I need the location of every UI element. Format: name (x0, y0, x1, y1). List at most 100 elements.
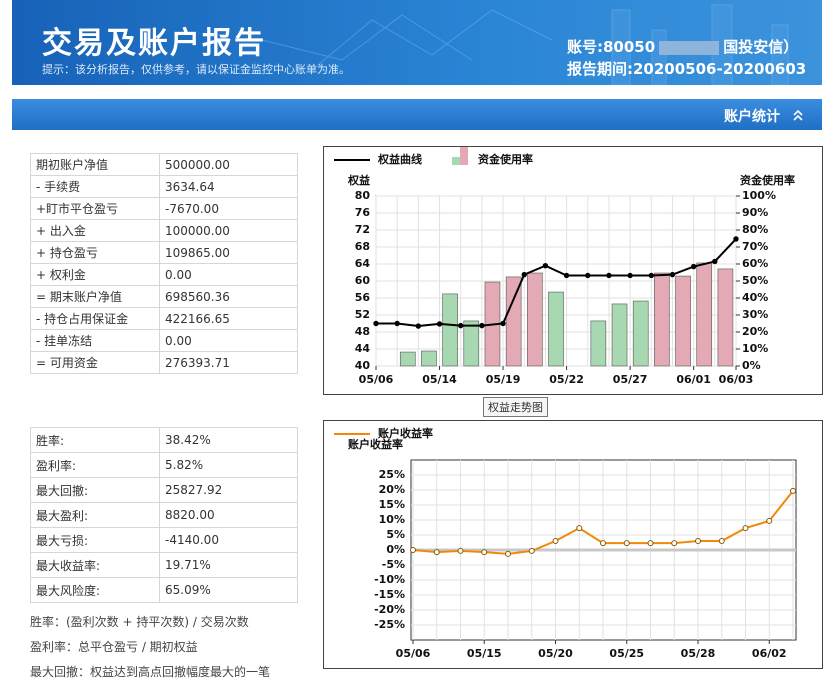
header-banner: 交易及账户报告 提示：该分析报告，仅供参考，请以保证金监控中心账单为准。 账号:… (12, 0, 822, 85)
point (606, 272, 612, 279)
section-title: 账户统计 (724, 109, 780, 125)
label-cell: 最大风险度: (30, 577, 160, 603)
point (542, 263, 549, 269)
value-cell: 276393.71 (159, 351, 298, 374)
report-title: 交易及账户报告 (42, 26, 266, 61)
y-tick-label: 20% (379, 483, 405, 496)
y2-tick-label: 70% (742, 240, 768, 253)
point (671, 540, 678, 547)
bar (632, 300, 649, 367)
point (718, 538, 725, 544)
x-tick-label: 06/03 (719, 373, 754, 386)
section-bar[interactable]: 账户统计 (12, 99, 822, 130)
x-tick-label: 05/22 (549, 373, 584, 386)
note: 最大回撤：权益达到高点回撤幅度最大的一笔 (30, 665, 271, 679)
point (733, 236, 739, 242)
y2-tick-label: 10% (742, 342, 768, 355)
bar (611, 303, 628, 367)
tooltip: 权益走势图 (483, 397, 548, 417)
x-tick-label: 06/02 (752, 647, 787, 660)
value-cell: 500000.00 (159, 153, 298, 176)
bar (399, 351, 416, 367)
bar (590, 320, 607, 367)
collapse-icon[interactable] (792, 108, 804, 122)
y-tick-label: 72 (355, 223, 370, 236)
value-cell: 0.00 (159, 263, 298, 286)
label-cell: 最大回撤: (30, 477, 160, 503)
label-cell: +盯市平仓盈亏 (30, 197, 160, 220)
table-row: +盯市平仓盈亏 -7670.00 (30, 197, 298, 220)
label-cell: 胜率: (30, 427, 160, 453)
chart-box: -25% -20% -15% -10% -5% 0% 5% 10% 15% 20% 25% 账户收益率… (323, 420, 823, 669)
y-tick-label: 5% (386, 528, 405, 541)
x-tick-label: 05/19 (486, 373, 521, 386)
value-cell: 422166.65 (159, 307, 298, 330)
table-row: + 出入金 100000.00 (30, 219, 298, 242)
point (563, 272, 570, 279)
y-tick-label: 76 (355, 206, 371, 219)
point (576, 525, 583, 532)
x-tick-label: 05/14 (422, 373, 457, 386)
table-row: + 权利金 0.00 (30, 263, 298, 286)
y-tick-label: 56 (355, 291, 371, 304)
value-cell: 0.00 (159, 329, 298, 352)
broker: 国投安信） (723, 38, 799, 56)
point (647, 540, 654, 547)
table-row: 盈利率: 5.82% (30, 452, 298, 478)
y-tick-label: -15% (374, 588, 405, 601)
point (669, 271, 676, 278)
table-row: 最大风险度: 65.09% (30, 577, 298, 603)
table-row: + 持仓盈亏 109865.00 (30, 241, 298, 264)
label-cell: = 可用资金 (30, 351, 160, 374)
label-cell: + 出入金 (30, 219, 160, 242)
point (528, 547, 535, 554)
value-cell: 698560.36 (159, 285, 298, 308)
table-row: 最大亏损: -4140.00 (30, 527, 298, 553)
y2-axis-title: 资金使用率 (740, 173, 795, 187)
label-cell: 最大亏损: (30, 527, 160, 553)
point (695, 538, 701, 544)
y2-tick-label: 20% (742, 325, 768, 338)
bar (442, 293, 458, 367)
y2-tick-label: 90% (742, 206, 768, 219)
point (790, 487, 796, 494)
value-cell: 109865.00 (159, 241, 298, 264)
account: 账号:80050 国投安信） (567, 36, 798, 57)
account-table: 期初账户净值 500000.00- 手续费 3634.64 +盯市平仓盈亏 -7670.… (30, 153, 298, 374)
y-tick-label: -5% (382, 558, 405, 571)
y-tick-label: 44 (355, 342, 371, 355)
point (481, 549, 488, 556)
x-tick-label: 05/06 (359, 373, 394, 386)
y-tick-label: 15% (379, 498, 405, 511)
y2-tick-label: 80% (742, 223, 768, 236)
value-cell: -7670.00 (159, 197, 298, 220)
point (505, 550, 511, 557)
value-cell: 8820.00 (159, 502, 298, 528)
point (479, 322, 485, 329)
legend-swatch (452, 157, 460, 165)
y2-tick-label: 0% (742, 359, 761, 372)
notice: 提示：该分析报告，仅供参考，请以保证金监控中心账单为准。 (42, 63, 350, 76)
point (415, 323, 422, 329)
y2-tick-label: 30% (742, 308, 768, 321)
note: 胜率：(盈利次数 + 持平次数) / 交易次数 (30, 615, 249, 629)
bar (505, 276, 522, 367)
value-cell: -4140.00 (159, 527, 298, 553)
table-row: = 可用资金 276393.71 (30, 351, 298, 374)
y-tick-label: 64 (355, 257, 371, 270)
point (521, 271, 527, 278)
y-tick-label: 40 (355, 359, 371, 372)
chart-box: 40 44 48 52 56 60 64 68 72 76 80 0% 10% 20% 30% 40% 50% 6… (323, 146, 823, 395)
point (648, 272, 654, 279)
point (712, 258, 718, 265)
y-axis-title: 账户收益率 (348, 437, 403, 451)
x-tick-label: 06/01 (676, 373, 711, 386)
x-tick-label: 05/25 (609, 647, 644, 660)
table-row: - 手续费 3634.64 (30, 175, 298, 198)
table-row: - 挂单冻结 0.00 (30, 329, 298, 352)
y2-tick-label: 60% (742, 257, 768, 270)
stats-table: 胜率: 38.42% 盈利率: 5.82% 最大回撤: 25827.92 最大盈利: 8820… (30, 427, 298, 603)
y-tick-label: 25% (379, 468, 405, 481)
label-cell: - 手续费 (30, 175, 160, 198)
